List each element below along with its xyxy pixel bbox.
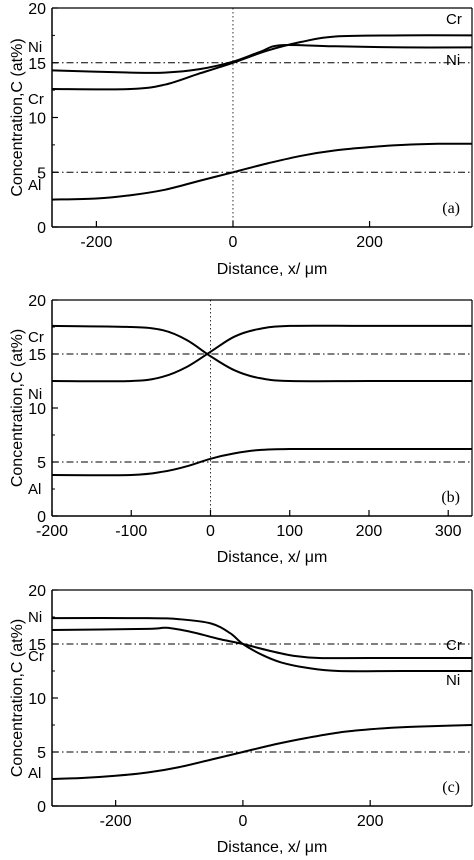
y-tick-label: 5 — [37, 455, 46, 472]
series-line-ni — [51, 324, 472, 383]
series-label-ni-right: Ni — [446, 52, 460, 69]
y-tick-label: 0 — [37, 220, 46, 237]
series-label-al: Al — [28, 765, 41, 782]
y-tick-label: 10 — [28, 401, 46, 418]
x-tick-label: -200 — [36, 523, 68, 540]
x-tick-label: 0 — [206, 523, 215, 540]
series-line-al — [51, 142, 473, 201]
y-axis-label: Concentration,C (at%) — [9, 329, 26, 487]
y-tick-label: 5 — [37, 165, 46, 182]
x-tick-label: -200 — [100, 813, 132, 830]
x-tick-label: 200 — [357, 813, 384, 830]
chart-panel: 0 5 10 15 20 -200 -100 0 100 200 300 Distance, x/ μ… — [9, 293, 473, 566]
chart-panel: 0 5 10 15 20 -200 0 200 Distance, x/ μm Concentra… — [9, 1, 473, 278]
series-line-ni — [51, 617, 472, 673]
series-label-al: Al — [28, 481, 41, 498]
series-line-cr — [51, 34, 473, 91]
chart-panel: 0 5 10 15 20 -200 0 200 Distance, x/ μm Concentra… — [9, 583, 473, 856]
x-tick-label: -100 — [115, 523, 147, 540]
series-label-cr-right: Cr — [446, 637, 462, 654]
series-label-cr: Cr — [28, 329, 44, 346]
x-tick-label: 0 — [238, 813, 247, 830]
series-label-ni: Ni — [28, 39, 42, 56]
y-axis-label: Concentration,C (at%) — [9, 38, 26, 196]
x-axis-label: Distance, x/ μm — [217, 261, 328, 278]
y-tick-label: 10 — [28, 111, 46, 128]
y-tick-label: 20 — [28, 583, 46, 600]
y-axis-label: Concentration,C (at%) — [9, 619, 26, 777]
series-line-al — [51, 724, 473, 780]
x-axis-label: Distance, x/ μm — [217, 839, 328, 856]
y-tick-label: 0 — [37, 509, 46, 526]
y-tick-label: 15 — [28, 56, 46, 73]
y-tick-label: 10 — [28, 691, 46, 708]
y-tick-label: 20 — [28, 293, 46, 310]
x-axis-label: Distance, x/ μm — [217, 549, 328, 566]
x-tick-label: 300 — [435, 523, 462, 540]
series-label-ni: Ni — [28, 609, 42, 626]
series-label-cr-right: Cr — [446, 11, 462, 28]
y-tick-label: 20 — [28, 1, 46, 18]
y-tick-label: 15 — [28, 637, 46, 654]
x-tick-label: 100 — [276, 523, 303, 540]
x-tick-label: -200 — [80, 234, 112, 251]
series-label-cr: Cr — [28, 648, 44, 665]
series-line-cr — [51, 324, 472, 383]
series-label-ni: Ni — [28, 386, 42, 403]
series-line-cr — [51, 626, 472, 660]
panel-label: (c) — [442, 779, 460, 796]
x-tick-label: 200 — [356, 234, 383, 251]
series-line-al — [51, 447, 472, 477]
x-tick-label: 0 — [229, 234, 238, 251]
y-tick-label: 0 — [37, 799, 46, 816]
series-label-al: Al — [28, 177, 41, 194]
x-tick-label: 200 — [356, 523, 383, 540]
panel-label: (b) — [441, 489, 460, 506]
panel-label: (a) — [442, 200, 460, 217]
series-label-ni-right: Ni — [446, 672, 460, 689]
y-tick-label: 5 — [37, 745, 46, 762]
series-label-cr: Cr — [28, 91, 44, 108]
y-tick-label: 15 — [28, 347, 46, 364]
